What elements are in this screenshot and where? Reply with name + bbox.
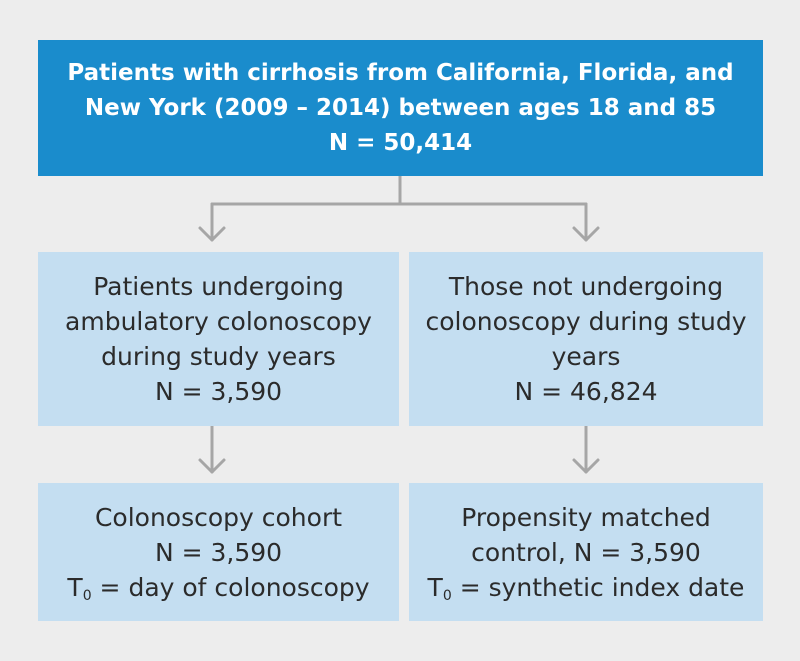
matched-control-box: Propensity matched control, N = 3,590 T0… (409, 483, 763, 621)
t-subscript: 0 (82, 587, 92, 604)
left-result-t0-line: T0 = day of colonoscopy (67, 570, 369, 605)
t-subscript: 0 (442, 587, 452, 604)
right-branch-line-2: colonoscopy during study (425, 307, 747, 336)
cirrhosis-population-box: Patients with cirrhosis from California,… (38, 40, 763, 176)
right-result-t0-line: T0 = synthetic index date (428, 570, 745, 605)
colonoscopy-cohort-box: Colonoscopy cohort N = 3,590 T0 = day of… (38, 483, 399, 621)
right-arrowhead-2 (572, 458, 600, 474)
left-result-line-2: N = 3,590 (154, 537, 283, 567)
top-box-line-3: N = 50,414 (328, 129, 473, 156)
right-branch-line-1: Those not undergoing (448, 272, 724, 301)
t-symbol: T (427, 572, 443, 602)
right-result-line-1: Propensity matched (461, 502, 711, 532)
right-branch-line-3: years (551, 342, 621, 371)
left-branch-line-2: ambulatory colonoscopy (65, 307, 372, 336)
right-branch-line-4: N = 46,824 (514, 377, 658, 406)
colonoscopy-patients-box: Patients undergoing ambulatory colonosco… (38, 252, 399, 426)
no-colonoscopy-patients-box: Those not undergoing colonoscopy during … (409, 252, 763, 426)
t0-definition: = synthetic index date (451, 572, 745, 602)
right-arrowhead-1 (572, 226, 600, 242)
right-result-line-2: control, N = 3,590 (471, 537, 701, 567)
top-box-line-2: New York (2009 – 2014) between ages 18 a… (84, 94, 717, 121)
top-box-line-1: Patients with cirrhosis from California,… (67, 59, 734, 86)
t0-definition: = day of colonoscopy (91, 572, 370, 602)
left-branch-line-4: N = 3,590 (154, 377, 283, 406)
left-arrowhead-2 (198, 458, 226, 474)
left-arrowhead-1 (198, 226, 226, 242)
left-branch-line-3: during study years (101, 342, 336, 371)
left-result-line-1: Colonoscopy cohort (94, 502, 343, 532)
left-branch-line-1: Patients undergoing (93, 272, 344, 301)
t-symbol: T (67, 572, 83, 602)
